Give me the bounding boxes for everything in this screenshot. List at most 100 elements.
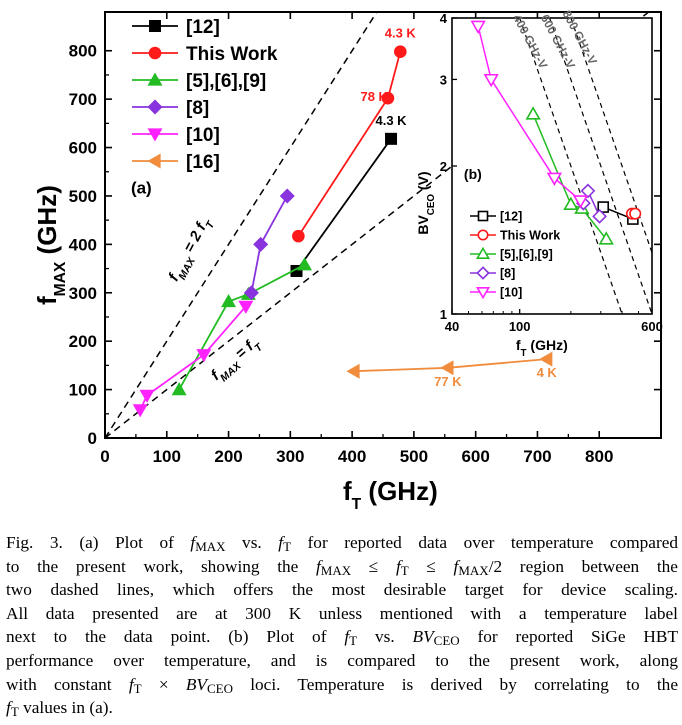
x-tick-label-b: 40	[445, 319, 459, 334]
product-loci-b	[519, 18, 652, 314]
y-tick-label-a: 500	[69, 187, 97, 206]
x-tick-label-a: 100	[153, 447, 181, 466]
y-tick-label-a: 600	[69, 139, 97, 158]
series-line-a	[139, 305, 247, 411]
data-point-b	[483, 73, 499, 88]
data-point-b	[629, 207, 642, 220]
legend-label-a: [5],[6],[9]	[186, 71, 266, 92]
x-tick-label-a: 500	[400, 447, 428, 466]
data-point-b	[470, 20, 486, 35]
data-point-a	[196, 349, 212, 363]
caption-line: with constant fT × BVCEO loci. Temperatu…	[6, 674, 678, 696]
figure-caption: Fig. 3. (a) Plot of fMAX vs. fT for repo…	[6, 531, 678, 720]
x-tick-label-a: 300	[276, 447, 304, 466]
data-point-a	[279, 188, 295, 204]
y-axis-label-b: BVCEO (V)	[415, 171, 437, 234]
panel-label-a: (a)	[131, 179, 152, 198]
plot-frame-b	[451, 17, 653, 315]
x-tick-label-b: 600	[641, 319, 663, 334]
y-tick-label-b: 1	[440, 307, 447, 322]
x-tick-label-a: 600	[461, 447, 489, 466]
y-tick-label-b: 4	[440, 11, 448, 26]
400-ghz-v-line	[519, 18, 623, 314]
series-a-4	[132, 300, 254, 418]
y-tick-label-b: 3	[440, 72, 447, 87]
y-tick-label-a: 0	[88, 429, 97, 448]
data-point-b	[592, 208, 607, 224]
y-tick-label-a: 400	[69, 235, 97, 254]
legend-label-a: [8]	[186, 98, 209, 119]
caption-line: fT values in (a).	[6, 698, 113, 720]
series-a-2	[171, 257, 313, 396]
legend-label-a: [12]	[186, 17, 220, 38]
temperature-label-a: 4 K	[537, 365, 558, 380]
caption-line: to the present work, showing the fMAX ≤ …	[6, 556, 678, 578]
data-point-a	[221, 293, 237, 308]
series-b-1	[626, 207, 642, 220]
legend-marker-b	[475, 286, 491, 300]
data-point-a	[171, 382, 187, 396]
temperature-label-a: 4.3 K	[375, 113, 407, 128]
data-point-a	[440, 360, 454, 376]
x-axis-label-b: fT (GHz)	[516, 337, 568, 359]
legend-label-a: [10]	[186, 125, 220, 146]
figure-canvas: 0 100 200 300 400 500 600 700 800 0 100 200 300 400 50…	[32, 8, 663, 513]
legend-marker-a	[148, 46, 162, 60]
data-point-a	[346, 363, 360, 379]
legend-label-b: This Work	[500, 229, 560, 243]
temperature-label-a: 77 K	[434, 374, 462, 389]
data-point-a	[243, 285, 259, 301]
panel-label-b: (b)	[464, 166, 482, 182]
data-point-a	[238, 300, 254, 314]
x-tick-label-b: 100	[509, 319, 531, 334]
caption-line: two dashed lines, which offers the most …	[6, 580, 678, 600]
caption-line: next to the data point. (b) Plot of fT v…	[6, 627, 678, 649]
y-tick-label-a: 300	[69, 284, 97, 303]
data-point-a	[139, 389, 155, 403]
legend-marker-a	[147, 153, 161, 169]
legend-label-a: [16]	[186, 152, 220, 173]
legend-marker-b	[477, 229, 489, 241]
x-axis-label-a: fT (GHz)	[343, 476, 438, 513]
series-group-b	[470, 20, 642, 245]
data-point-b	[572, 195, 589, 209]
data-point-a	[385, 132, 398, 145]
series-a-1: 78 K 4.3 K	[292, 26, 416, 243]
series-a-0: 4.3 K	[290, 113, 407, 277]
legend-b: [12] This Work [5],[6],[9] [8] [10]	[470, 210, 560, 300]
series-a-5: 77 K 4 K	[346, 351, 558, 389]
x-tick-label-a: 800	[585, 447, 613, 466]
y-tick-label-a: 700	[69, 90, 97, 109]
y-tick-label-a: 800	[69, 42, 97, 61]
y-tick-label-b: 2	[440, 159, 447, 174]
data-point-b	[563, 196, 579, 210]
legend-a: [12] This Work [5],[6],[9] [8] [10] [16]	[132, 17, 278, 173]
legend-marker-a	[147, 99, 163, 115]
data-point-a	[381, 91, 395, 105]
800-ghz-v-line	[570, 18, 652, 255]
legend-label-b: [12]	[500, 210, 522, 224]
y-tick-label-a: 200	[69, 332, 97, 351]
temperature-label-a: 4.3 K	[385, 26, 417, 41]
y-tick-label-a: 100	[69, 381, 97, 400]
legend-label-a: This Work	[186, 44, 278, 65]
legend-marker-b	[475, 246, 491, 260]
x-tick-label-a: 400	[338, 447, 366, 466]
fmax-eq-2ft-line	[105, 12, 378, 438]
x-tick-label-a: 0	[100, 447, 109, 466]
x-tick-label-a: 700	[523, 447, 551, 466]
series-a-3	[243, 188, 295, 301]
data-point-a	[253, 236, 269, 252]
legend-label-b: [8]	[500, 267, 515, 281]
legend-marker-a	[147, 72, 163, 86]
caption-line: Fig. 3. (a) Plot of fMAX vs. fT for repo…	[6, 533, 679, 554]
data-point-a	[292, 229, 305, 243]
series-line-a	[295, 138, 392, 272]
caption-line: performance over temperature, and is com…	[6, 650, 678, 670]
series-line-a	[178, 263, 305, 391]
data-point-b	[580, 183, 596, 199]
legend-marker-b	[477, 210, 489, 222]
data-point-a	[132, 404, 148, 418]
data-point-b	[598, 231, 614, 245]
